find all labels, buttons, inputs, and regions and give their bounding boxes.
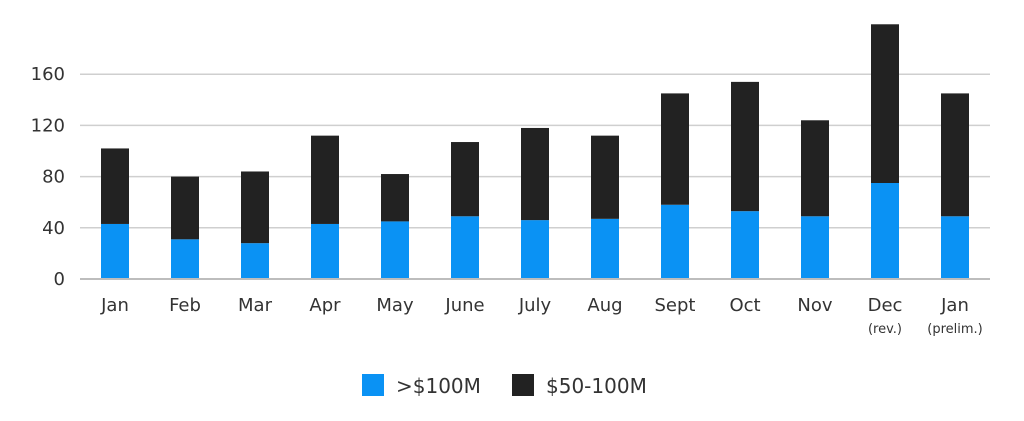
x-tick-label: Jan xyxy=(940,295,969,316)
x-tick-label: Feb xyxy=(169,295,201,316)
x-tick-label: Oct xyxy=(729,295,760,316)
bar-over-100m xyxy=(451,216,479,279)
x-tick-label: Nov xyxy=(797,295,832,316)
legend-swatch xyxy=(512,374,534,396)
bar-50-100m xyxy=(871,24,899,184)
bar-50-100m xyxy=(381,174,409,222)
bar-over-100m xyxy=(941,216,969,279)
x-tick-label: Mar xyxy=(238,295,273,316)
bar-50-100m xyxy=(171,176,199,240)
y-tick-label: 120 xyxy=(31,115,65,136)
bar-50-100m xyxy=(101,148,129,224)
bar-over-100m xyxy=(311,223,339,279)
x-tick-sublabel: (prelim.) xyxy=(927,322,982,337)
x-tick-label: Apr xyxy=(309,295,341,316)
x-tick-label: June xyxy=(444,295,484,316)
y-tick-label: 0 xyxy=(54,269,65,290)
bar-50-100m xyxy=(801,120,829,217)
bar-over-100m xyxy=(171,239,199,279)
legend-swatch xyxy=(362,374,384,396)
bar-50-100m xyxy=(731,81,759,212)
x-tick-label: July xyxy=(518,295,552,316)
legend-label: >$100M xyxy=(396,374,481,398)
bar-50-100m xyxy=(521,127,549,221)
bar-over-100m xyxy=(101,223,129,279)
bar-over-100m xyxy=(661,204,689,279)
x-tick-label: May xyxy=(376,295,414,316)
x-tick-label: Aug xyxy=(587,295,622,316)
bar-over-100m xyxy=(241,243,269,279)
bar-50-100m xyxy=(451,142,479,217)
bar-over-100m xyxy=(871,183,899,279)
bar-over-100m xyxy=(801,216,829,279)
y-tick-label: 160 xyxy=(31,64,65,85)
x-tick-label: Sept xyxy=(655,295,696,316)
bar-over-100m xyxy=(591,218,619,279)
y-tick-label: 40 xyxy=(42,218,65,239)
bar-50-100m xyxy=(591,135,619,219)
bar-over-100m xyxy=(521,220,549,279)
bar-50-100m xyxy=(241,171,269,244)
x-tick-label: Dec xyxy=(868,295,903,316)
bar-50-100m xyxy=(941,93,969,217)
bar-over-100m xyxy=(731,211,759,279)
bar-50-100m xyxy=(311,135,339,224)
y-tick-label: 80 xyxy=(42,167,65,188)
x-tick-label: Jan xyxy=(100,295,129,316)
bar-50-100m xyxy=(661,93,689,205)
legend-label: $50-100M xyxy=(546,374,647,398)
bar-over-100m xyxy=(381,221,409,279)
x-tick-sublabel: (rev.) xyxy=(868,322,902,337)
